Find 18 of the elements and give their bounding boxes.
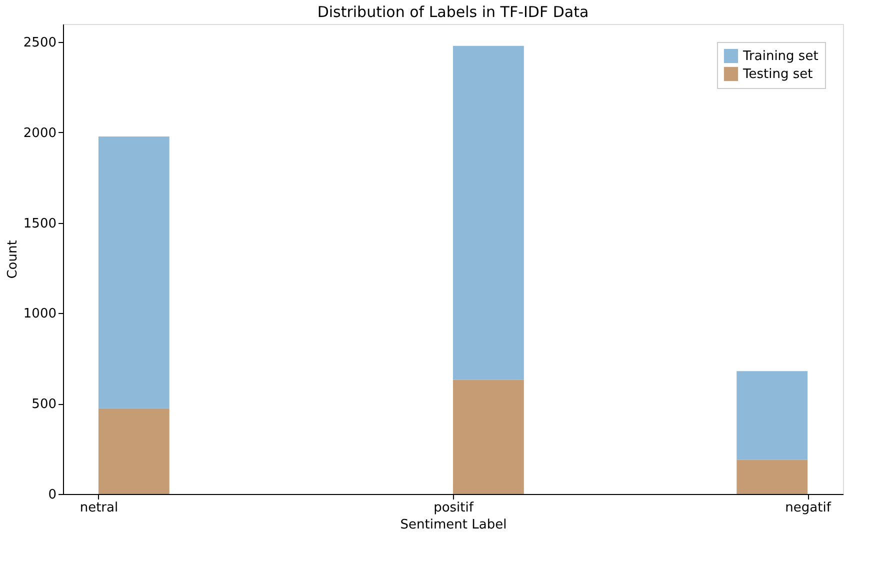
- x-tick-label: netral: [80, 500, 118, 516]
- x-tick-label: positif: [434, 500, 474, 516]
- x-tick-label: negatif: [785, 500, 832, 516]
- bar: [98, 136, 170, 408]
- x-axis-title: Sentiment Label: [400, 518, 507, 532]
- legend-label: Training set: [742, 49, 818, 64]
- legend-label: Testing set: [742, 67, 813, 82]
- bar: [736, 460, 808, 494]
- y-tick-label: 500: [32, 397, 56, 412]
- y-tick-label: 2000: [23, 126, 56, 141]
- bar: [98, 408, 170, 494]
- y-tick-label: 0: [48, 488, 56, 502]
- y-axis-title: Count: [5, 240, 20, 279]
- y-tick-label: 1000: [23, 306, 56, 322]
- chart-title: Distribution of Labels in TF-IDF Data: [317, 3, 589, 21]
- bar: [736, 371, 808, 460]
- y-tick-label: 2500: [23, 36, 56, 51]
- y-tick-label: 1500: [23, 216, 56, 232]
